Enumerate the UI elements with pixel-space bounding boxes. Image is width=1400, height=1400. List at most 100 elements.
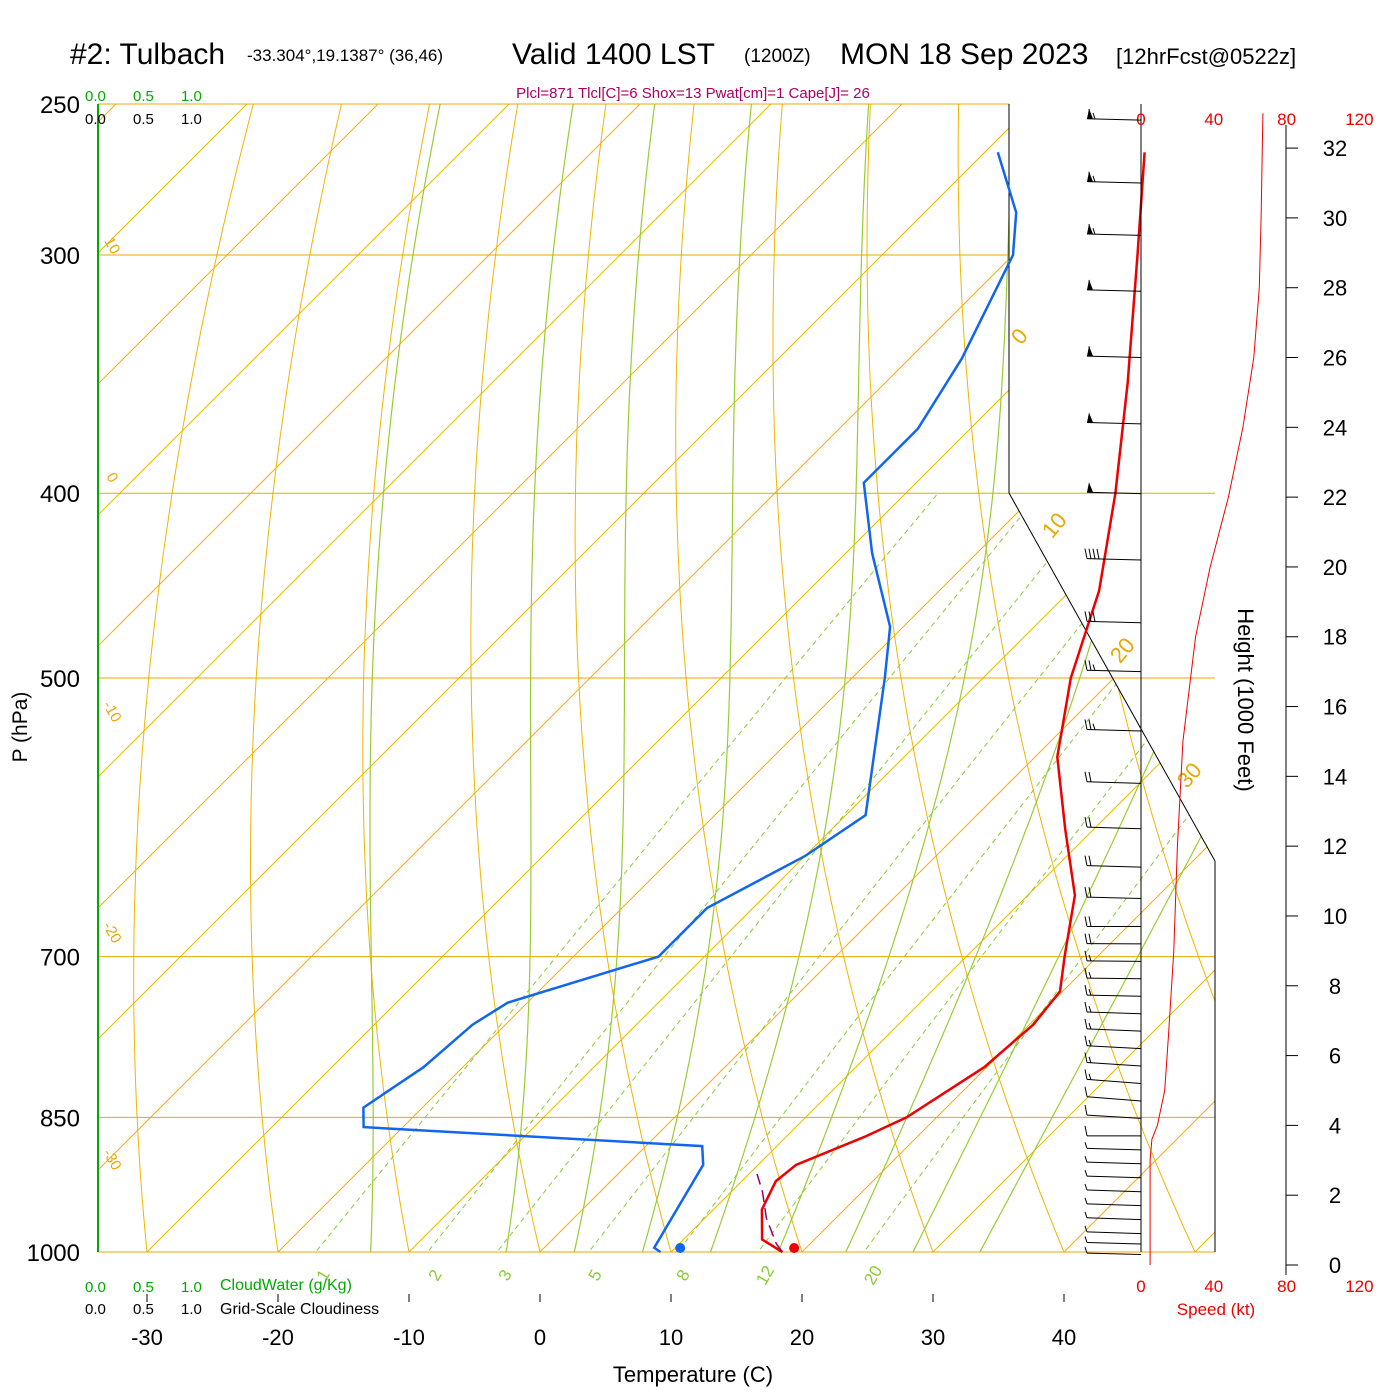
wind-barb-feather xyxy=(1084,1246,1088,1254)
valid-time: Valid 1400 LST xyxy=(512,38,715,71)
wind-barb-feather xyxy=(1084,1197,1088,1204)
dry-adiabat-line xyxy=(470,104,551,1252)
pressure-tick-label: 400 xyxy=(40,481,80,508)
speed-tick-label-top: 0 xyxy=(1136,110,1145,129)
wind-barb-pennant xyxy=(1087,482,1093,493)
dry-adiabat-label: -20 xyxy=(99,919,125,946)
isotherm-line xyxy=(98,104,510,1252)
wind-barb-feather xyxy=(1084,855,1088,866)
speed-tick-label-top: 120 xyxy=(1345,110,1373,129)
wind-barb-feather xyxy=(1084,1052,1088,1063)
height-tick-label: 32 xyxy=(1323,136,1347,161)
wind-barb xyxy=(1084,1035,1142,1050)
wind-barb-feather xyxy=(1088,548,1092,559)
wind-barb-feather xyxy=(1084,1236,1088,1243)
wind-barb-feather xyxy=(1088,933,1092,944)
isotherm-line xyxy=(98,104,379,1252)
pressure-tick-label: 1000 xyxy=(27,1240,80,1267)
wind-barb-feather xyxy=(1084,817,1088,828)
wind-barb-shaft xyxy=(1086,1217,1142,1221)
height-tick-label: 18 xyxy=(1323,625,1347,650)
dry-adiabat-label: 30 xyxy=(1172,758,1207,793)
wind-barb-shaft xyxy=(1086,1045,1142,1050)
x-axis-tick-label: 40 xyxy=(1052,1325,1076,1350)
wind-barb-feather xyxy=(1084,1169,1088,1177)
height-tick-label: 6 xyxy=(1329,1044,1341,1069)
wind-barb-feather xyxy=(1088,817,1092,828)
wind-barb-shaft xyxy=(1086,1189,1142,1193)
wind-barb xyxy=(1084,1156,1142,1165)
mixing-ratio-line xyxy=(282,492,939,1252)
x-axis-tick-label: 0 xyxy=(534,1325,546,1350)
cloudiness-scale-bottom-2: 1.0 xyxy=(181,1301,202,1318)
wind-barb-shaft xyxy=(1086,1011,1142,1015)
wind-barb-feather xyxy=(1092,112,1096,120)
wind-barb-shaft xyxy=(1086,1062,1142,1067)
cloud-scale-bottom: 0.0 0.5 1.0 CloudWater (g/Kg) 0.0 0.5 1.… xyxy=(85,1277,379,1318)
mixing-ratio-line xyxy=(464,492,1103,1252)
wind-barb-shaft xyxy=(1086,1028,1142,1032)
mixing-ratio-label: 3 xyxy=(495,1266,516,1284)
cloudiness-scale-bottom-0: 0.0 xyxy=(85,1301,106,1318)
wind-barb-shaft xyxy=(1086,977,1142,980)
dry-adiabat-label: 10 xyxy=(1037,508,1072,543)
temperature-profile xyxy=(760,152,1146,1254)
wind-barb-feather xyxy=(1088,346,1092,357)
cloudwater-scale-top-2: 1.0 xyxy=(181,88,202,105)
station-coordinates: -33.304°,19.1387° (36,46) xyxy=(247,46,444,65)
height-tick-label: 16 xyxy=(1323,695,1347,720)
wind-panel: 0040408080120120024681012141618202224262… xyxy=(1084,104,1374,1296)
wind-barb-feather xyxy=(1084,1086,1088,1097)
wind-barb-feather xyxy=(1092,548,1096,559)
height-tick-label: 8 xyxy=(1329,974,1341,999)
wind-barb-feather xyxy=(1092,664,1096,671)
moist-adiabat-line xyxy=(499,104,580,1252)
sounding-profiles xyxy=(362,151,1146,1254)
wind-barb-feather xyxy=(1084,916,1088,927)
wind-barb-feather xyxy=(1092,175,1096,182)
speed-tick-label-top: 40 xyxy=(1204,110,1223,129)
surface-temperature-marker xyxy=(789,1243,800,1253)
wind-barb-shaft xyxy=(1086,896,1142,900)
wind-barb-feather xyxy=(1084,887,1088,898)
wind-barb-feather xyxy=(1084,1069,1088,1080)
wind-barb xyxy=(1084,1211,1142,1221)
height-tick-label: 12 xyxy=(1323,834,1347,859)
isotherm-line xyxy=(670,104,1215,1252)
dry-adiabat-label: 0 xyxy=(102,470,121,486)
y-axis-title: P (hPa) xyxy=(9,692,32,763)
dewpoint-profile xyxy=(362,151,1018,1254)
wind-barb-shaft xyxy=(1086,181,1142,184)
height-tick-label: 4 xyxy=(1329,1113,1341,1138)
x-axis-tick-label: 10 xyxy=(659,1325,683,1350)
dry-adiabat-line xyxy=(574,104,684,1252)
wind-barb-shaft xyxy=(1086,491,1142,495)
height-tick-label: 30 xyxy=(1323,206,1347,231)
dry-adiabat-line xyxy=(1133,104,1215,1252)
wind-barb-pennant xyxy=(1087,412,1093,423)
cloudiness-label: Grid-Scale Cloudiness xyxy=(220,1301,379,1318)
wind-barb xyxy=(1084,1052,1142,1067)
wind-barb xyxy=(1084,611,1142,624)
wind-barb-shaft xyxy=(1086,233,1142,236)
cloudwater-scale-top-1: 0.5 xyxy=(133,88,154,105)
wind-barb-feather xyxy=(1084,1105,1088,1116)
valid-time-utc: (1200Z) xyxy=(744,46,811,67)
wind-barb xyxy=(1086,171,1142,184)
wind-barb-shaft xyxy=(1086,620,1142,624)
wind-barb-shaft xyxy=(1086,421,1142,425)
wind-barb-feather xyxy=(1084,611,1088,622)
wind-barb xyxy=(1084,1183,1142,1193)
wind-barb-feather xyxy=(1084,1142,1088,1149)
wind-barb-feather xyxy=(1088,108,1092,119)
wind-barb xyxy=(1084,984,1142,997)
wind-barb-shaft xyxy=(1086,1241,1142,1245)
wind-barb-shaft xyxy=(1086,1147,1142,1151)
dry-adiabat-label: -30 xyxy=(99,1146,125,1173)
wind-barb-shaft xyxy=(1086,1161,1142,1165)
x-axis-tick-label: -10 xyxy=(393,1325,425,1350)
wind-barb xyxy=(1086,223,1142,236)
pressure-tick-label: 500 xyxy=(40,666,80,693)
wind-barb xyxy=(1084,1169,1142,1179)
